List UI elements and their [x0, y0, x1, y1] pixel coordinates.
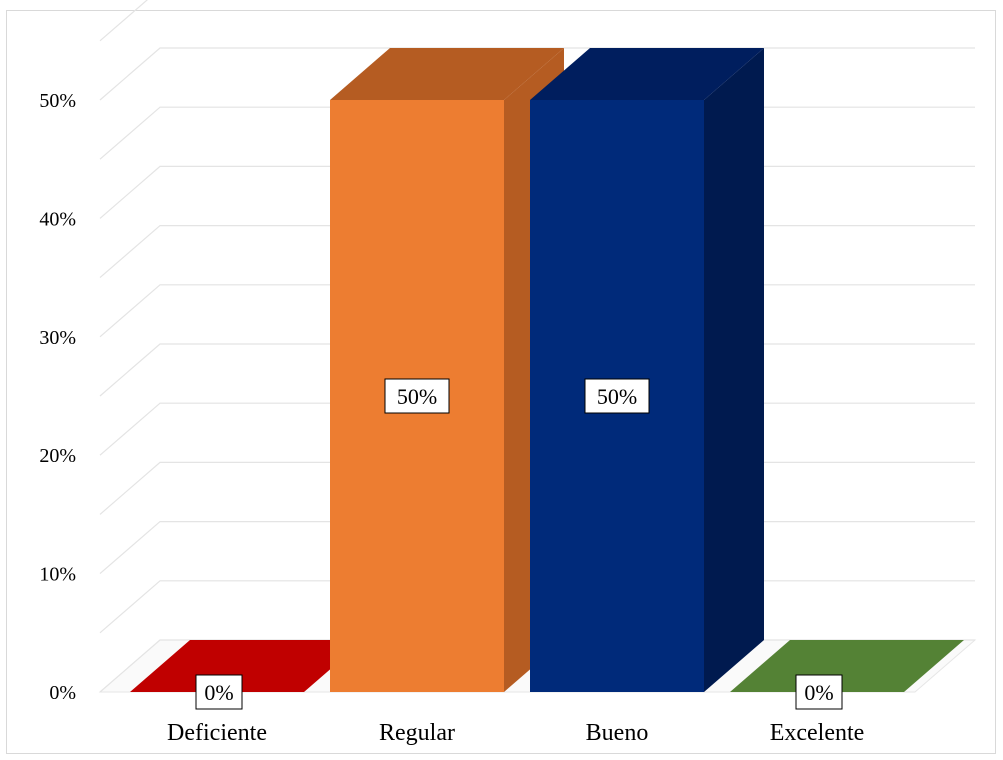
y-tick-label: 50% — [39, 90, 76, 112]
x-tick-label: Excelente — [770, 720, 865, 746]
x-tick-label: Bueno — [586, 720, 649, 746]
data-label-box — [195, 674, 243, 710]
data-label-box — [795, 674, 843, 710]
data-label: 0% — [795, 674, 843, 710]
y-tick-label: 0% — [49, 682, 76, 704]
bar-deficiente — [130, 640, 364, 692]
bar-top-face — [530, 48, 764, 100]
data-label-text: 50% — [597, 384, 637, 409]
y-tick-label: 40% — [39, 208, 76, 230]
bar-side-face — [704, 48, 764, 692]
bar-regular — [330, 48, 564, 692]
x-tick-label: Regular — [379, 720, 455, 746]
bar-top-face — [330, 48, 564, 100]
y-axis: 0% 10% 20% 30% 40% 50% — [39, 90, 76, 704]
data-label-text: 0% — [804, 680, 833, 705]
y-tick-label: 20% — [39, 445, 76, 467]
data-labels: 0% 50% 50% 0% — [195, 378, 843, 710]
data-label-text: 50% — [397, 384, 437, 409]
data-label-text: 0% — [204, 680, 233, 705]
data-label: 0% — [195, 674, 243, 710]
bar-excelente — [730, 640, 964, 692]
x-tick-label: Deficiente — [167, 720, 267, 746]
bar-bueno — [530, 48, 764, 692]
data-label: 50% — [384, 378, 450, 414]
data-label-box — [384, 378, 450, 414]
data-label-box — [584, 378, 650, 414]
y-tick-label: 30% — [39, 327, 76, 349]
bar-flat-face — [130, 640, 364, 692]
y-tick-label: 10% — [39, 564, 76, 586]
gridline — [99, 0, 148, 42]
x-axis: Deficiente Regular Bueno Excelente — [167, 720, 864, 746]
bar-flat-face — [730, 640, 964, 692]
bars — [130, 48, 964, 692]
data-label: 50% — [584, 378, 650, 414]
